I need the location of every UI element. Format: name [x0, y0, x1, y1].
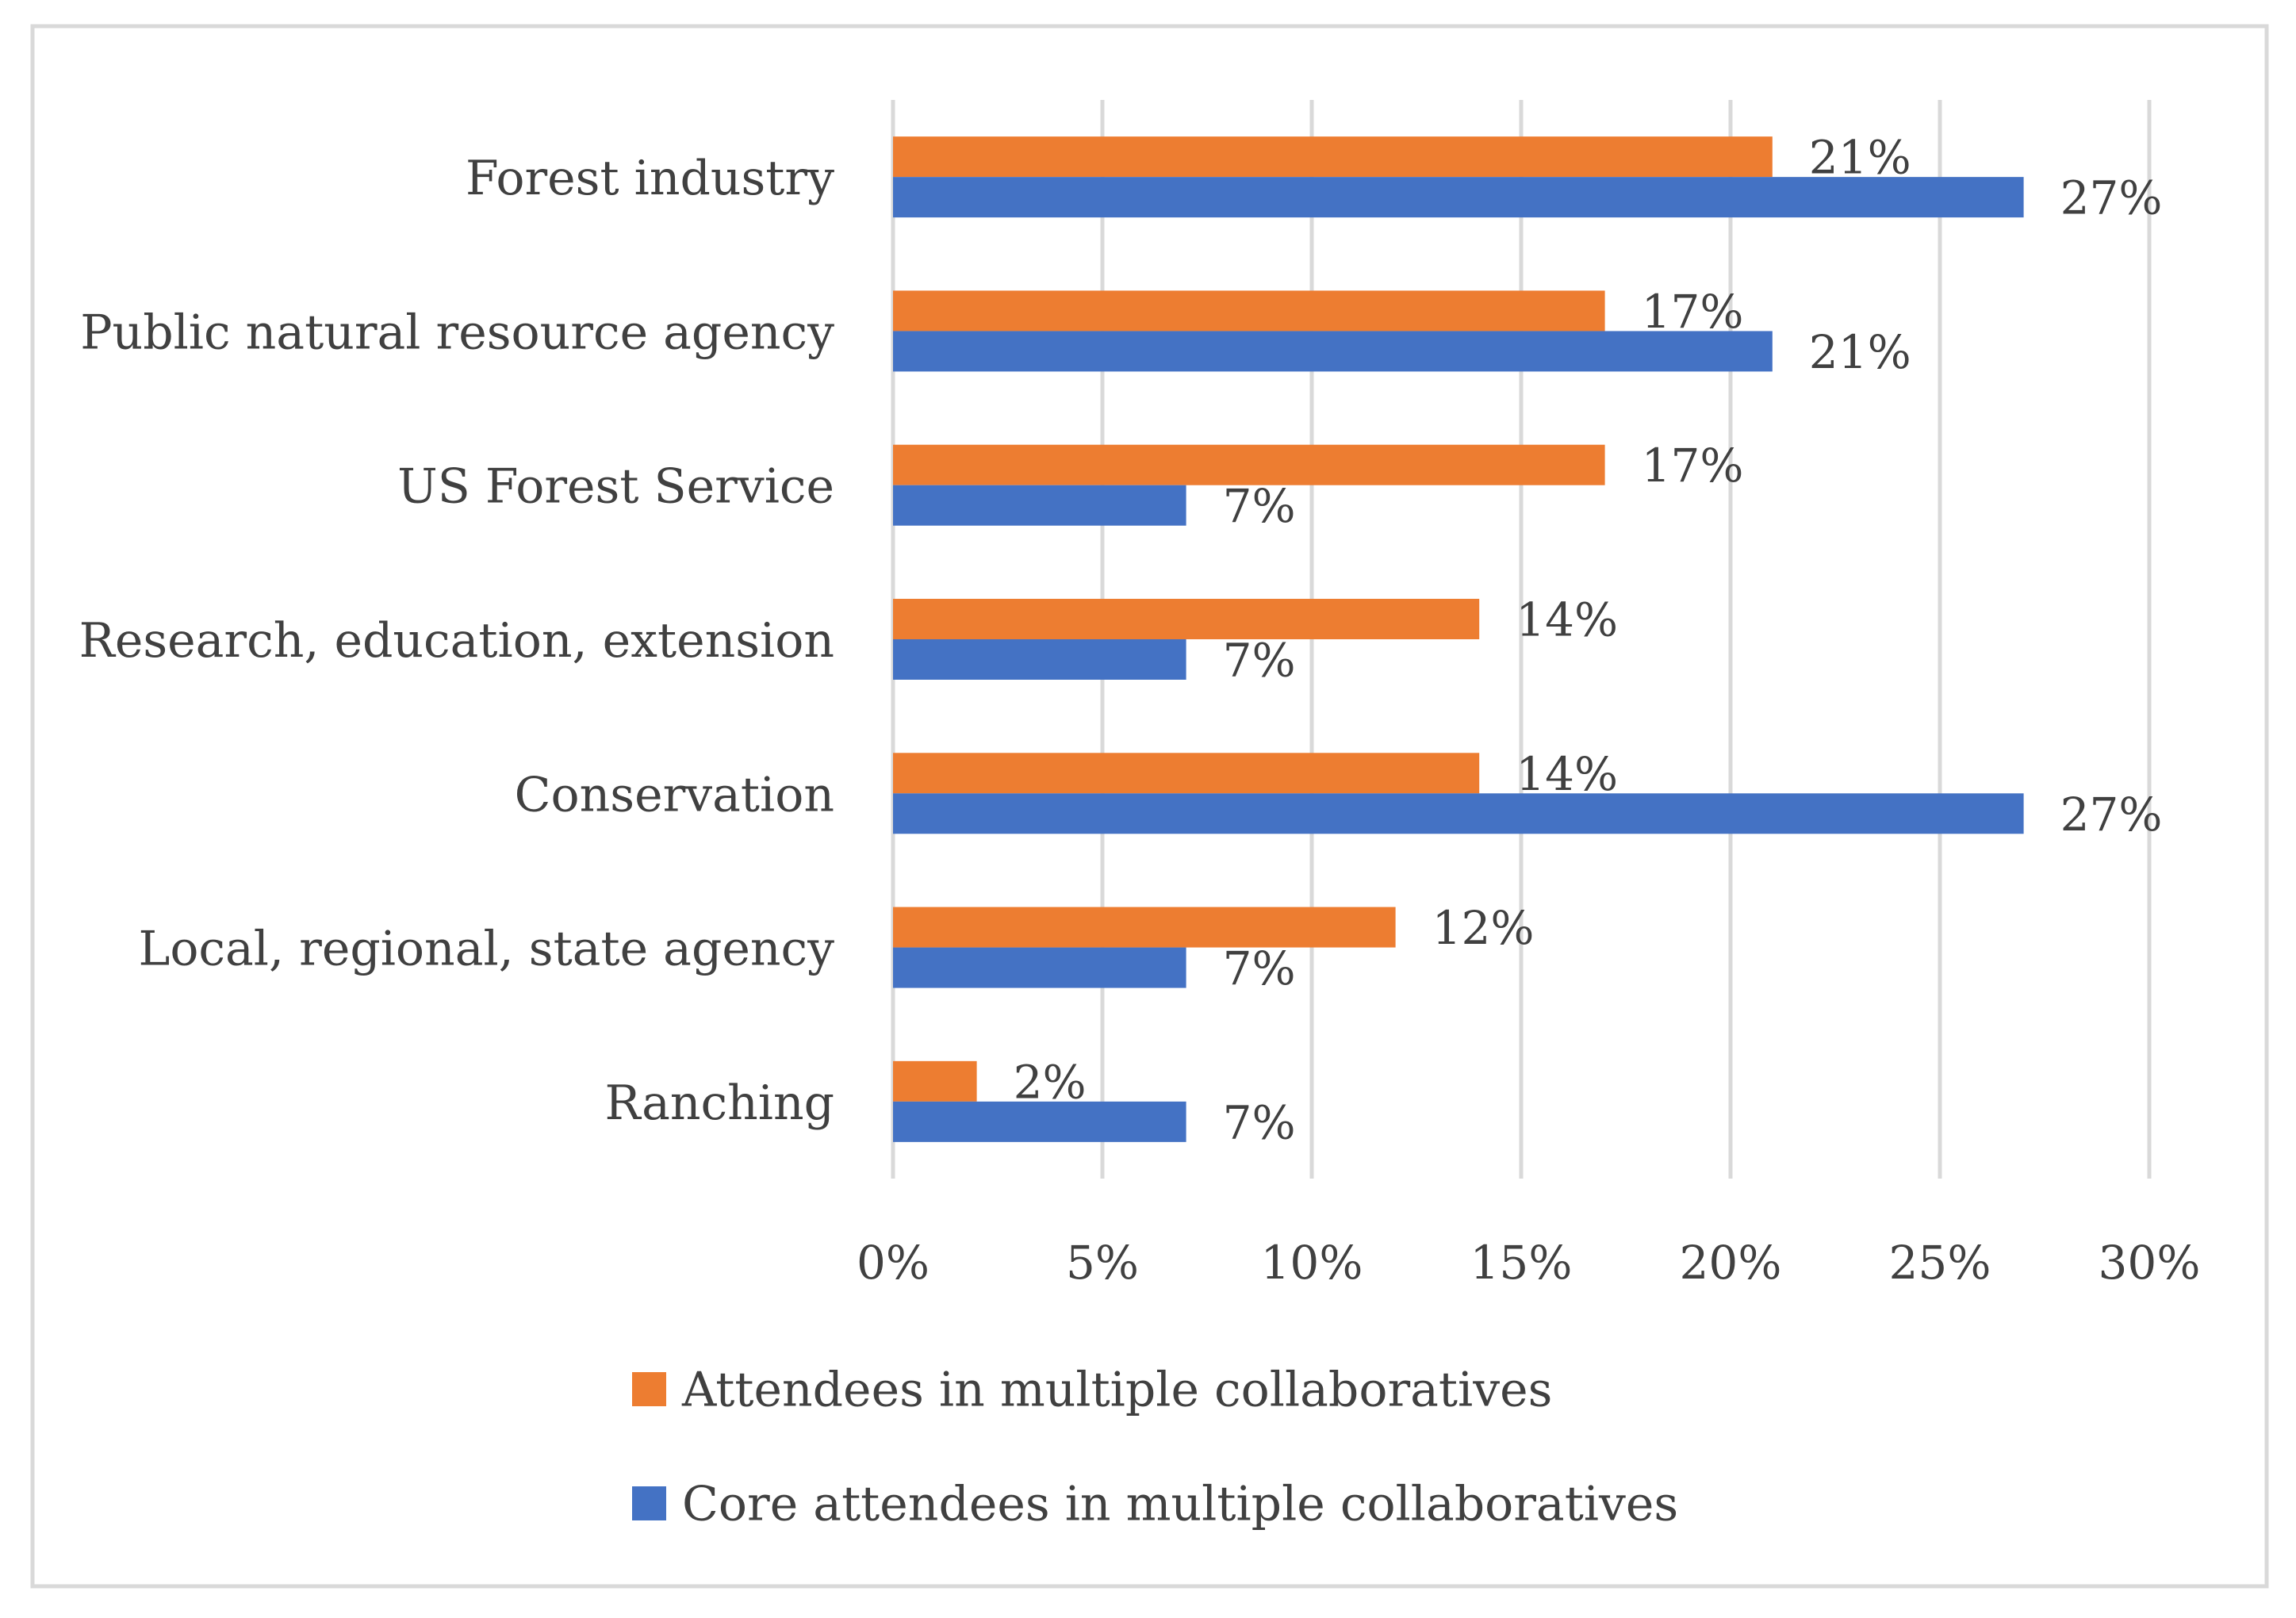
bar-attendees-ranching: [893, 1060, 977, 1102]
data-label-core-attendees-us-forest-service: 7%: [1223, 479, 1296, 533]
bar-attendees-us-forest-service: [893, 444, 1605, 485]
x-tick-label-30: 30%: [2099, 1236, 2201, 1290]
data-label-core-attendees-conservation: 27%: [2060, 788, 2163, 842]
bar-attendees-forest-industry: [893, 136, 1773, 178]
bar-core-attendees-public-natural-resource-agency: [893, 331, 1773, 372]
data-label-core-attendees-research-education-extension: 7%: [1223, 634, 1296, 688]
bar-core-attendees-us-forest-service: [893, 485, 1186, 526]
data-labels: 21% 27% 17% 21% 17% 7% 14% 7% 14% 27% 12% 7% 2% 7%: [1014, 131, 2163, 1150]
bar-core-attendees-research-education-extension: [893, 639, 1186, 680]
x-tick-label-20: 20%: [1680, 1236, 1782, 1290]
data-label-attendees-ranching: 2%: [1014, 1055, 1087, 1109]
data-label-core-attendees-ranching: 7%: [1223, 1095, 1296, 1149]
category-label-local-regional-state-agency: Local, regional, state agency: [138, 922, 834, 977]
x-tick-label-10: 10%: [1261, 1236, 1363, 1290]
bar-attendees-research-education-extension: [893, 599, 1480, 639]
bar-core-attendees-ranching: [893, 1101, 1186, 1142]
category-label-conservation: Conservation: [515, 767, 834, 822]
legend-swatch-core-attendees: [632, 1486, 666, 1520]
data-label-attendees-conservation: 14%: [1516, 747, 1618, 801]
data-label-attendees-forest-industry: 21%: [1809, 131, 1911, 185]
legend-label-attendees: Attendees in multiple collaboratives: [681, 1363, 1552, 1418]
category-label-ranching: Ranching: [605, 1075, 834, 1131]
bars: [893, 136, 2024, 1142]
bar-attendees-public-natural-resource-agency: [893, 290, 1605, 332]
data-label-attendees-us-forest-service: 17%: [1642, 439, 1744, 493]
bar-core-attendees-conservation: [893, 793, 2024, 834]
x-tick-label-0: 0%: [857, 1236, 930, 1290]
data-label-core-attendees-forest-industry: 27%: [2060, 171, 2163, 225]
category-label-us-forest-service: US Forest Service: [397, 459, 834, 515]
data-label-attendees-public-natural-resource-agency: 17%: [1642, 285, 1744, 339]
x-tick-label-15: 15%: [1470, 1236, 1573, 1290]
legend-swatch-attendees: [632, 1372, 666, 1406]
data-label-attendees-local-regional-state-agency: 12%: [1432, 901, 1535, 955]
x-axis-tick-labels: 0% 5% 10% 15% 20% 25% 30%: [857, 1236, 2200, 1290]
bar-core-attendees-local-regional-state-agency: [893, 947, 1186, 988]
category-label-public-natural-resource-agency: Public natural resource agency: [80, 305, 834, 360]
bar-attendees-conservation: [893, 753, 1480, 794]
legend: Attendees in multiple collaboratives Core…: [632, 1363, 1678, 1532]
category-label-research-education-extension: Research, education, extension: [79, 613, 834, 669]
data-label-core-attendees-local-regional-state-agency: 7%: [1223, 941, 1296, 995]
x-tick-label-5: 5%: [1066, 1236, 1139, 1290]
data-label-core-attendees-public-natural-resource-agency: 21%: [1809, 325, 1911, 379]
data-label-attendees-research-education-extension: 14%: [1516, 593, 1618, 647]
bar-attendees-local-regional-state-agency: [893, 907, 1396, 948]
x-tick-label-25: 25%: [1889, 1236, 1991, 1290]
y-axis-category-labels: Forest industry Public natural resource a…: [79, 151, 834, 1131]
bar-core-attendees-forest-industry: [893, 177, 2024, 218]
gridlines: [891, 100, 2152, 1179]
category-label-forest-industry: Forest industry: [466, 151, 834, 206]
legend-label-core-attendees: Core attendees in multiple collaborative…: [682, 1477, 1678, 1532]
